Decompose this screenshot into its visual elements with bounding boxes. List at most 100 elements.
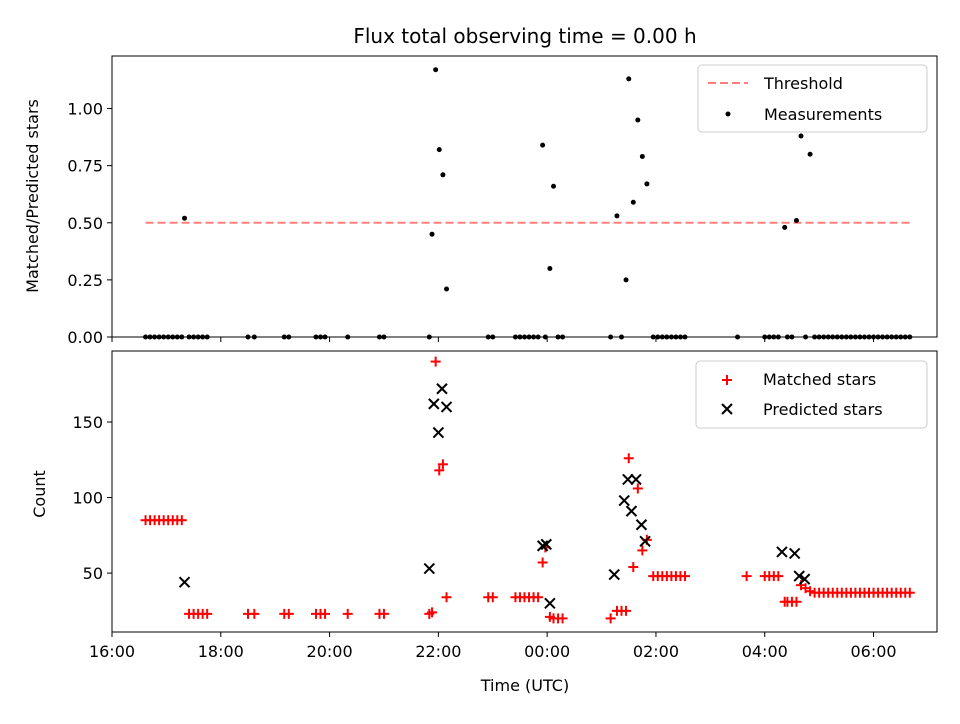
measurement-point [517, 334, 523, 340]
legend-predicted-swatch [721, 403, 733, 415]
x-tick-label: 06:00 [850, 642, 896, 661]
measurement-point [179, 334, 185, 340]
measurement-point [843, 334, 849, 340]
measurement-point [551, 183, 557, 189]
legend-measurements-label: Measurements [764, 105, 882, 124]
matched-star-point [637, 545, 648, 556]
legend-matched-label: Matched stars [763, 370, 876, 389]
matched-star-point [623, 453, 634, 464]
measurement-point [245, 334, 251, 340]
matched-star-point [805, 586, 816, 597]
measurement-point [512, 334, 518, 340]
measurement-point [186, 334, 192, 340]
top-panel: 0.00 0.25 0.50 0.75 1.00 [67, 55, 938, 347]
measurement-point [626, 76, 632, 82]
x-axis-label: Time (UTC) [480, 676, 569, 695]
measurement-point [677, 334, 683, 340]
x-tick-label: 16:00 [89, 642, 135, 661]
measurement-point [655, 334, 661, 340]
legend-matched-swatch [722, 375, 732, 385]
measurement-point [195, 334, 201, 340]
measurement-point [650, 334, 656, 340]
measurement-point [376, 334, 382, 340]
measurement-point [639, 154, 645, 160]
measurement-point [436, 147, 442, 153]
top-legend: Threshold Measurements [697, 64, 928, 133]
measurement-point [871, 334, 877, 340]
x-tick-label: 00:00 [524, 642, 570, 661]
matched-star-point [621, 605, 632, 616]
measurement-point [866, 334, 872, 340]
matched-star-point [628, 562, 639, 573]
bottom-y-tick-label: 50 [83, 564, 103, 583]
measurement-point [318, 334, 324, 340]
measurement-point [619, 334, 625, 340]
measurement-point [143, 334, 149, 340]
legend-threshold-label: Threshold [763, 74, 843, 93]
measurement-point [560, 334, 566, 340]
measurement-point [784, 334, 790, 340]
bottom-axes: 50 100 150 16:00 18:00 20:00 22:00 00:00 02:00 04… [72, 350, 938, 661]
measurement-point [893, 334, 899, 340]
measurement-point [898, 334, 904, 340]
measurement-point [165, 334, 171, 340]
measurement-point [834, 334, 840, 340]
top-y-tick-label: 0.00 [67, 328, 103, 347]
matched-star-point [249, 608, 260, 619]
measurement-point [281, 334, 287, 340]
measurement-point [664, 334, 670, 340]
predicted-stars-series [178, 383, 811, 610]
measurement-point [848, 334, 854, 340]
x-tick-label: 18:00 [198, 642, 244, 661]
measurement-point [839, 334, 845, 340]
measurement-point [766, 334, 772, 340]
measurement-point [204, 334, 210, 340]
predicted-star-point [608, 568, 620, 581]
matched-star-point [904, 587, 915, 598]
predicted-star-point [432, 426, 445, 439]
measurement-point [861, 334, 867, 340]
measurement-point [381, 334, 387, 340]
matched-star-point [437, 459, 448, 470]
measurement-point [426, 334, 432, 340]
matched-star-point [741, 571, 752, 582]
matched-star-point [283, 608, 294, 619]
measurement-point [526, 334, 532, 340]
measurement-point [540, 142, 546, 148]
legend-predicted-label: Predicted stars [763, 400, 883, 419]
measurement-point [542, 334, 548, 340]
predicted-star-point [639, 535, 651, 548]
measurement-point [156, 334, 162, 340]
matched-star-point [427, 607, 438, 618]
chart-title: Flux total observing time = 0.00 h [353, 24, 696, 48]
matched-star-point [202, 608, 213, 619]
measurement-point [775, 334, 781, 340]
predicted-star-point [536, 540, 549, 552]
measurement-point [429, 231, 435, 237]
measurement-point [884, 334, 890, 340]
measurement-point [535, 334, 541, 340]
measurement-point [531, 334, 537, 340]
x-tick-label: 02:00 [633, 642, 679, 661]
measurement-point [902, 334, 908, 340]
predicted-star-point [635, 519, 648, 531]
measurement-point [907, 334, 913, 340]
x-tick-label: 20:00 [307, 642, 353, 661]
measurement-point [322, 334, 328, 340]
measurement-point [673, 334, 679, 340]
measurement-point [735, 334, 741, 340]
measurement-point [852, 334, 858, 340]
measurement-point [251, 334, 257, 340]
measurement-point [170, 334, 176, 340]
measurement-point [444, 286, 450, 292]
measurement-point [668, 334, 674, 340]
matched-star-point [537, 557, 548, 568]
predicted-star-point [625, 505, 638, 517]
bottom-panel: 50 100 150 16:00 18:00 20:00 22:00 00:00 02:00 04… [72, 350, 938, 661]
measurement-point [816, 334, 822, 340]
measurement-point [880, 334, 886, 340]
measurement-point [174, 334, 180, 340]
bottom-legend: Matched stars Predicted stars [695, 360, 928, 429]
top-y-tick-label: 0.50 [67, 214, 103, 233]
measurement-point [889, 334, 895, 340]
